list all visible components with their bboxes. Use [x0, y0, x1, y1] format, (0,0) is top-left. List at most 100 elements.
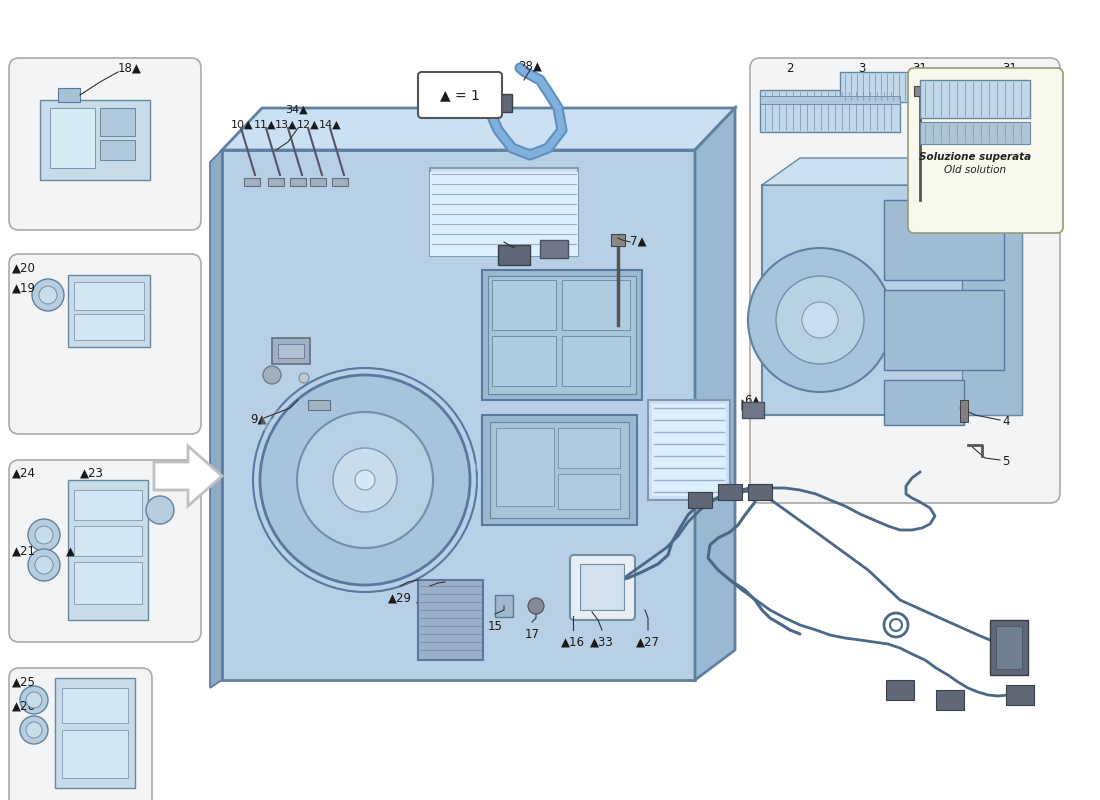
Bar [488, 276, 636, 394]
Text: 31: 31 [913, 62, 927, 75]
Bar [886, 680, 914, 700]
Bar [58, 88, 80, 102]
Text: ▲20: ▲20 [12, 262, 36, 275]
FancyBboxPatch shape [9, 254, 201, 434]
Bar [760, 90, 900, 132]
Bar [990, 620, 1028, 675]
Bar [100, 108, 135, 136]
Circle shape [26, 692, 42, 708]
Circle shape [146, 496, 174, 524]
Polygon shape [222, 150, 695, 680]
Bar [498, 245, 530, 265]
Text: 11▲: 11▲ [254, 120, 276, 130]
Bar [244, 178, 260, 186]
Circle shape [35, 556, 53, 574]
Bar [760, 96, 900, 104]
FancyBboxPatch shape [9, 460, 201, 642]
Bar [50, 108, 95, 168]
Text: Old solution: Old solution [944, 165, 1006, 175]
Circle shape [20, 686, 48, 714]
Bar [332, 178, 348, 186]
Bar [914, 86, 926, 96]
Bar [430, 168, 578, 256]
Bar [610, 234, 625, 246]
Bar [742, 402, 764, 418]
Text: 6▲: 6▲ [744, 394, 760, 407]
FancyBboxPatch shape [418, 72, 502, 118]
Text: 28▲: 28▲ [518, 60, 542, 73]
Bar [688, 492, 712, 508]
Bar [558, 474, 620, 509]
Circle shape [528, 598, 544, 614]
Circle shape [299, 373, 309, 383]
Bar [74, 490, 142, 520]
Text: ▲21: ▲21 [12, 545, 36, 558]
Bar [490, 422, 629, 518]
Bar [1006, 685, 1034, 705]
Bar [272, 338, 310, 364]
Bar [430, 172, 578, 256]
FancyBboxPatch shape [570, 555, 635, 620]
Bar [652, 404, 726, 496]
Bar [308, 400, 330, 410]
Bar [920, 80, 1030, 118]
Bar [884, 200, 1004, 280]
Polygon shape [222, 108, 735, 150]
Bar [492, 336, 556, 386]
Text: 34▲: 34▲ [285, 105, 307, 115]
Text: 32: 32 [539, 232, 553, 245]
Text: 2: 2 [786, 62, 794, 75]
Bar [884, 380, 964, 425]
Text: ▲24: ▲24 [12, 467, 36, 480]
Text: ▲22: ▲22 [66, 545, 90, 558]
Circle shape [748, 248, 892, 392]
Text: ▲19: ▲19 [12, 282, 36, 295]
Polygon shape [695, 108, 735, 680]
Text: ▲27: ▲27 [636, 636, 660, 649]
Bar [648, 400, 730, 500]
Bar [496, 428, 554, 506]
Text: 9▲: 9▲ [250, 413, 266, 426]
Circle shape [333, 448, 397, 512]
FancyBboxPatch shape [9, 58, 201, 230]
Circle shape [802, 302, 838, 338]
Bar [74, 526, 142, 556]
Bar [68, 275, 150, 347]
Bar [74, 562, 142, 604]
Circle shape [297, 412, 433, 548]
Bar [960, 400, 968, 422]
Bar [482, 270, 642, 400]
Text: ▲26: ▲26 [12, 700, 36, 713]
Text: Soluzione superata: Soluzione superata [918, 152, 1031, 162]
Bar [310, 178, 326, 186]
Bar [718, 484, 743, 500]
Circle shape [28, 519, 60, 551]
Circle shape [776, 276, 864, 364]
Text: 5: 5 [1002, 455, 1010, 468]
Text: ▲33: ▲33 [590, 636, 614, 649]
Bar [268, 178, 284, 186]
Bar [40, 100, 150, 180]
Text: ▲29: ▲29 [388, 592, 412, 605]
Text: 13▲: 13▲ [275, 120, 297, 130]
Text: 17: 17 [525, 628, 539, 641]
Bar [484, 94, 512, 112]
Bar [278, 344, 304, 358]
Bar [74, 314, 144, 340]
Polygon shape [210, 150, 222, 688]
Bar [936, 690, 964, 710]
Text: ▲25: ▲25 [12, 676, 36, 689]
Bar [840, 72, 920, 102]
Bar [495, 595, 513, 617]
Text: 15: 15 [487, 620, 503, 633]
Bar [100, 140, 135, 160]
Bar [74, 282, 144, 310]
Bar [762, 185, 1022, 415]
Bar [558, 428, 620, 468]
Bar [884, 290, 1004, 370]
Text: 31: 31 [1002, 62, 1016, 75]
Circle shape [260, 375, 470, 585]
Circle shape [39, 286, 57, 304]
Text: 18▲: 18▲ [118, 62, 142, 75]
Text: ▲ = 1: ▲ = 1 [440, 88, 480, 102]
